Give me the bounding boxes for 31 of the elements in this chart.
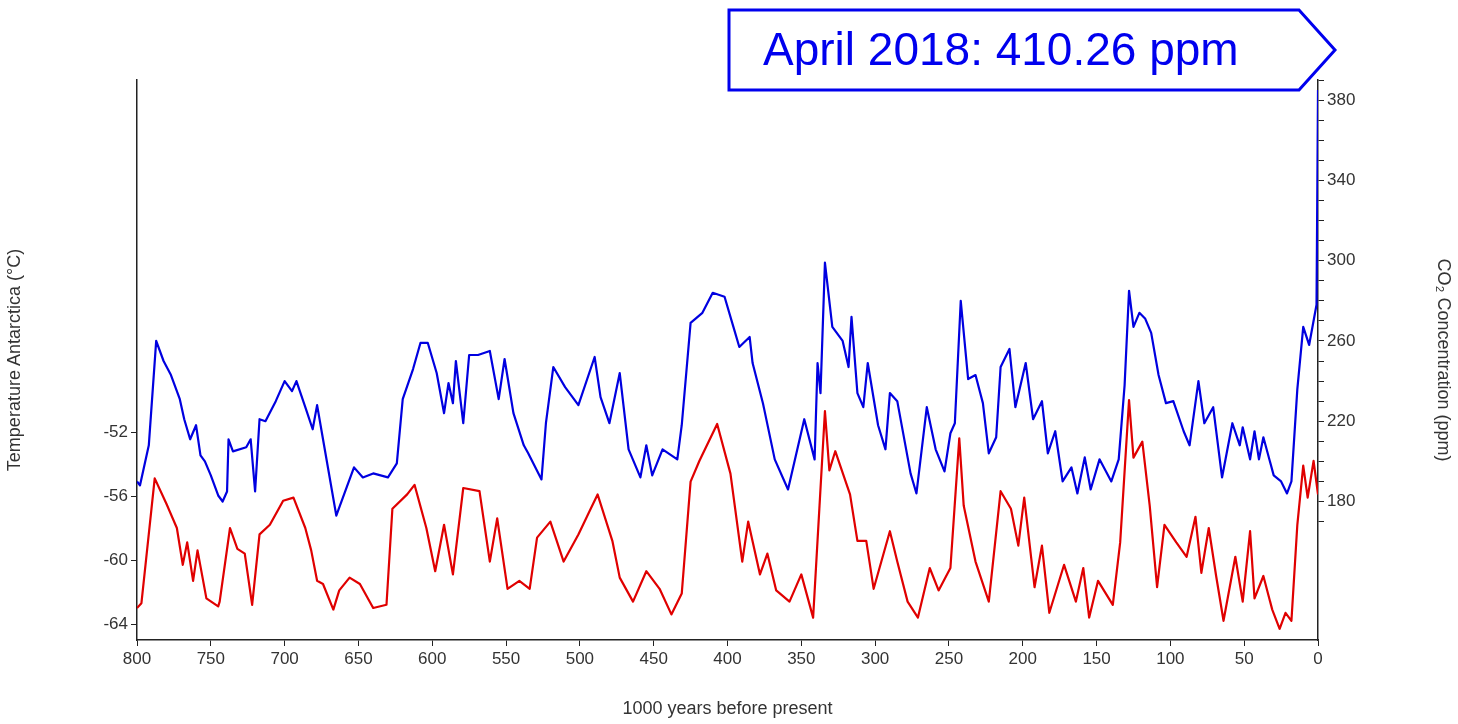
x-tick-label: 800 [122, 648, 152, 668]
x-tick-label: 50 [1234, 648, 1254, 668]
y2-tick-label: 180 [1327, 491, 1356, 511]
y2-tick-label: 260 [1327, 330, 1356, 350]
y2-tick-label: 380 [1327, 89, 1356, 109]
x-tick-label: 400 [713, 648, 742, 668]
x-tick-label: 600 [418, 648, 447, 668]
x-tick-label: 200 [1008, 648, 1037, 668]
x-tick-label: 350 [787, 648, 816, 668]
y2-axis-title: CO₂ Concentration (ppm) [1434, 258, 1455, 462]
y2-tick-label: 340 [1327, 170, 1356, 190]
x-tick-label: 250 [934, 648, 964, 668]
x-tick-label: 700 [270, 648, 299, 668]
x-tick-label: 650 [344, 648, 373, 668]
text: April 2018: 410.26 ppm [763, 22, 1239, 76]
y-tick-label: -64 [103, 613, 128, 633]
x-tick-label: 300 [860, 648, 890, 668]
y-tick-label: -52 [103, 421, 128, 441]
x-tick-label: 550 [491, 648, 521, 668]
y2-tick-label: 300 [1327, 250, 1356, 270]
y2-tick-label: 220 [1327, 410, 1356, 430]
x-tick-label: 100 [1156, 648, 1185, 668]
x-tick-label: 750 [196, 648, 225, 668]
x-tick-label: 150 [1082, 648, 1111, 668]
x-tick-label: 450 [639, 648, 668, 668]
y-axis-title: Temperature Antarctica (°C) [3, 248, 24, 472]
x-axis-title: 1000 years before present [622, 698, 833, 719]
y-tick-label: -60 [103, 549, 128, 569]
x-tick-label: 500 [565, 648, 595, 668]
y-tick-label: -56 [103, 485, 128, 505]
x-tick-label: 0 [1313, 648, 1323, 668]
